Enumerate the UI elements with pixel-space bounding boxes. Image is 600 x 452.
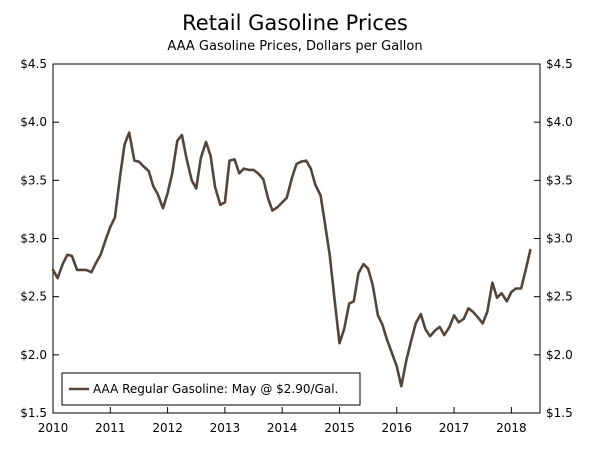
y-tick-label-left: $2.5 bbox=[20, 290, 47, 304]
y-tick-label-right: $2.5 bbox=[546, 290, 573, 304]
y-tick-label-left: $4.5 bbox=[20, 57, 47, 71]
y-tick-label-left: $3.5 bbox=[20, 173, 47, 187]
y-tick-label-right: $4.0 bbox=[546, 115, 573, 129]
y-tick-label-left: $3.0 bbox=[20, 232, 47, 246]
y-tick-label-left: $4.0 bbox=[20, 115, 47, 129]
legend-box bbox=[61, 372, 361, 406]
y-tick-label-left: $1.5 bbox=[20, 406, 47, 420]
y-tick-label-right: $3.0 bbox=[546, 232, 573, 246]
x-tick-label: 2017 bbox=[439, 421, 470, 435]
legend-label: AAA Regular Gasoline: May @ $2.90/Gal. bbox=[93, 382, 338, 396]
plot-area-frame bbox=[52, 63, 541, 414]
x-tick-label: 2013 bbox=[210, 421, 241, 435]
x-tick-label: 2015 bbox=[324, 421, 355, 435]
y-tick-label-right: $1.5 bbox=[546, 406, 573, 420]
chart-subtitle: AAA Gasoline Prices, Dollars per Gallon bbox=[167, 39, 422, 54]
x-tick-label: 2011 bbox=[95, 421, 126, 435]
y-tick-label-right: $3.5 bbox=[546, 173, 573, 187]
x-tick-label: 2018 bbox=[496, 421, 527, 435]
y-tick-label-left: $2.0 bbox=[20, 348, 47, 362]
x-tick-label: 2010 bbox=[38, 421, 69, 435]
y-axis-right: $1.5 $2.0 $2.5 $3.0 $3.5 $4.0 $4.5 bbox=[534, 57, 573, 420]
x-tick-label: 2012 bbox=[152, 421, 183, 435]
x-tick-label: 2014 bbox=[267, 421, 298, 435]
x-axis: 2010 2011 2012 2013 2014 2015 2016 2017 2018 bbox=[38, 407, 527, 435]
legend: AAA Regular Gasoline: May @ $2.90/Gal. bbox=[61, 372, 361, 406]
chart-title: Retail Gasoline Prices bbox=[182, 11, 408, 35]
y-axis-left: $1.5 $2.0 $2.5 $3.0 $3.5 $4.0 $4.5 bbox=[20, 57, 59, 420]
x-tick-label: 2016 bbox=[381, 421, 412, 435]
y-tick-label-right: $4.5 bbox=[546, 57, 573, 71]
gasoline-price-line bbox=[51, 131, 532, 388]
y-tick-label-right: $2.0 bbox=[546, 348, 573, 362]
